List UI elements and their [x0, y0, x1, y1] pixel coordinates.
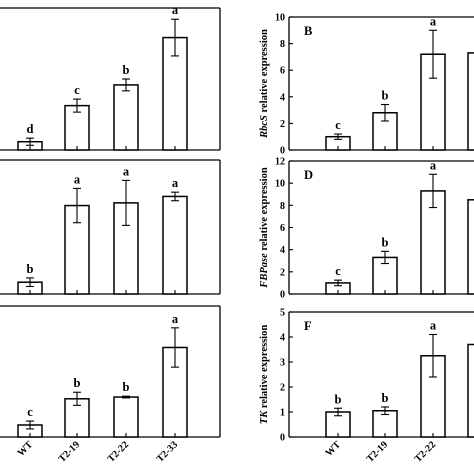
y-tick-label: 4: [280, 92, 285, 103]
y-axis-title-gene: RbcS: [259, 115, 270, 139]
y-axis-title-rest: relative expression: [259, 167, 270, 253]
panel-c: b a a a: [0, 159, 221, 295]
significance-letter: b: [74, 376, 81, 390]
y-tick-label: 1: [280, 408, 285, 419]
significance-letter: a: [74, 172, 81, 186]
bar: [467, 343, 474, 438]
significance-letter: a: [430, 14, 437, 28]
significance-letter: b: [335, 392, 342, 406]
y-tick-label: 5: [280, 308, 285, 319]
significance-letter: b: [382, 89, 389, 103]
x-category-label: WT: [324, 439, 344, 459]
significance-letter: a: [172, 176, 179, 190]
significance-letter: c: [335, 264, 341, 278]
y-tick-label: 10: [275, 13, 285, 24]
y-tick-label: 2: [280, 383, 285, 394]
y-tick-label: 2: [280, 267, 285, 278]
panel-e: c b b a WT T2-19 T2-22 T2-33: [0, 305, 221, 465]
significance-letter: b: [382, 391, 389, 405]
y-axis-title-rest: relative expression: [259, 29, 270, 115]
y-axis-title: FBPase relative expression: [259, 167, 270, 289]
panel-label: F: [304, 319, 312, 333]
x-category-label: T2-33: [155, 439, 180, 464]
panel-b: 0 2 4 6 8 10 c b a B RbcS relative expression: [259, 13, 474, 157]
bar: [162, 195, 188, 295]
significance-letter: b: [27, 262, 34, 276]
significance-letter: c: [74, 83, 80, 97]
y-tick-label: 3: [280, 358, 285, 369]
significance-letter: a: [172, 312, 179, 326]
y-tick-label: 2: [280, 119, 285, 130]
significance-letter: c: [335, 118, 341, 132]
bar: [467, 52, 474, 151]
y-axis-title-rest: relative expression: [259, 325, 270, 411]
y-tick-label: 10: [275, 179, 285, 190]
significance-letter: b: [123, 380, 130, 394]
y-tick-label: 12: [275, 157, 285, 168]
x-category-label: T2-22: [106, 439, 131, 464]
significance-letter: a: [123, 164, 130, 178]
x-category-label: T2-19: [365, 439, 390, 464]
y-axis-title: RbcS relative expression: [259, 29, 270, 139]
significance-letter: b: [382, 235, 389, 249]
y-axis-title: TK relative expression: [259, 325, 270, 425]
y-tick-label: 4: [280, 245, 285, 256]
y-tick-label: 8: [280, 39, 285, 50]
panel-a: d c b a: [0, 3, 221, 151]
y-tick-label: 0: [280, 146, 285, 157]
panel-label: D: [304, 168, 313, 182]
panel-f: 0 1 2 3 4 5 b b a F TK relative expression WT T2-19 T…: [259, 308, 474, 465]
y-tick-label: 4: [280, 333, 285, 344]
significance-letter: c: [27, 405, 33, 419]
significance-letter: a: [430, 158, 437, 172]
panel-d: 0 2 4 6 8 10 12 c b a D FBPase relative expression: [259, 157, 474, 301]
y-axis-title-gene: TK: [259, 410, 270, 424]
bar: [113, 396, 139, 438]
panel-label: B: [304, 24, 312, 38]
bar: [113, 84, 139, 151]
bar: [467, 199, 474, 295]
y-tick-label: 8: [280, 201, 285, 212]
significance-letter: b: [123, 63, 130, 77]
significance-letter: d: [27, 122, 34, 136]
y-tick-label: 6: [280, 66, 285, 77]
x-category-label: T2-19: [57, 439, 82, 464]
y-tick-label: 0: [280, 290, 285, 301]
x-category-label: T2-22: [413, 439, 438, 464]
x-category-label: WT: [16, 439, 36, 459]
y-tick-label: 0: [280, 433, 285, 444]
y-axis-title-gene: FBPase: [259, 253, 270, 289]
significance-letter: a: [172, 3, 179, 17]
significance-letter: a: [430, 319, 437, 333]
y-tick-label: 6: [280, 223, 285, 234]
